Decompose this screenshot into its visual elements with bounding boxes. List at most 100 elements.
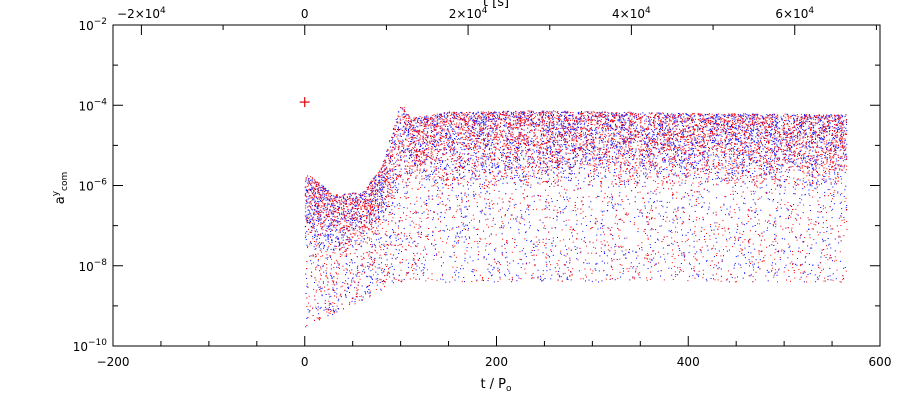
data-point <box>611 140 612 142</box>
data-point <box>340 296 342 298</box>
data-point <box>784 131 786 133</box>
data-point <box>359 218 361 220</box>
data-point <box>837 121 839 123</box>
data-point <box>830 279 832 281</box>
data-point <box>648 120 649 122</box>
data-point <box>565 153 567 155</box>
data-point <box>493 249 495 251</box>
data-point <box>830 257 832 259</box>
data-point <box>598 116 600 118</box>
data-point <box>825 180 827 182</box>
data-point <box>674 172 676 174</box>
data-point <box>777 139 779 141</box>
data-point <box>822 222 824 224</box>
data-point <box>771 166 773 168</box>
data-point <box>476 134 478 136</box>
data-point <box>604 170 606 172</box>
data-point <box>560 120 562 122</box>
data-point <box>688 126 690 128</box>
data-point <box>583 120 585 122</box>
data-point <box>495 129 497 131</box>
data-point <box>476 137 478 139</box>
data-point <box>516 274 518 276</box>
data-point <box>612 113 614 115</box>
data-point <box>520 164 521 166</box>
data-point <box>501 225 503 227</box>
data-point <box>796 158 798 160</box>
data-point <box>789 150 791 152</box>
data-point <box>805 132 807 134</box>
data-point <box>354 287 356 289</box>
data-point <box>382 163 384 165</box>
data-point <box>595 269 597 271</box>
data-point <box>314 192 316 194</box>
data-point <box>352 297 354 299</box>
data-point <box>755 210 757 212</box>
data-point <box>570 131 572 133</box>
data-point <box>459 164 461 166</box>
data-point <box>414 135 416 136</box>
data-point <box>518 131 520 133</box>
data-point <box>800 151 801 153</box>
data-point <box>385 240 387 242</box>
data-point <box>656 135 658 137</box>
data-point <box>670 134 672 136</box>
data-point <box>420 226 422 228</box>
data-point <box>376 233 378 235</box>
data-point <box>650 229 652 231</box>
data-point <box>735 184 736 186</box>
data-point <box>428 195 430 197</box>
data-point <box>358 194 360 196</box>
data-point <box>842 160 844 162</box>
data-point <box>841 142 843 144</box>
data-point <box>385 208 387 210</box>
data-point <box>659 117 660 119</box>
data-point <box>337 208 339 210</box>
data-point <box>506 256 508 258</box>
data-point <box>413 155 415 157</box>
data-point <box>793 114 795 116</box>
data-point <box>808 189 810 191</box>
data-point <box>684 182 686 184</box>
data-point <box>650 217 652 219</box>
data-point <box>768 161 770 163</box>
data-point <box>584 117 586 119</box>
data-point <box>540 121 542 123</box>
data-point <box>570 114 572 116</box>
data-point <box>774 233 776 235</box>
data-point <box>471 119 473 121</box>
data-point <box>776 274 778 276</box>
data-point <box>670 143 672 145</box>
data-point <box>733 116 735 118</box>
data-point <box>703 132 705 134</box>
data-point <box>471 174 473 176</box>
data-point <box>305 203 307 205</box>
data-point <box>427 156 429 157</box>
data-point <box>721 114 723 116</box>
data-point <box>576 247 578 249</box>
data-point <box>325 229 327 231</box>
data-point <box>788 218 789 220</box>
data-point <box>817 175 819 177</box>
data-point <box>679 271 681 273</box>
data-point <box>402 179 404 181</box>
data-point <box>681 173 683 175</box>
data-point <box>650 124 652 126</box>
data-point <box>739 164 741 165</box>
data-point <box>804 261 806 263</box>
data-point <box>687 159 689 161</box>
data-point <box>611 142 613 144</box>
data-point <box>593 157 595 159</box>
data-point <box>480 192 482 194</box>
data-point <box>600 157 602 159</box>
data-point <box>561 135 563 137</box>
data-point <box>769 173 770 175</box>
data-point <box>791 146 793 148</box>
data-point <box>364 191 366 193</box>
data-point <box>611 157 613 159</box>
data-point <box>443 115 445 117</box>
data-point <box>742 151 744 153</box>
data-point <box>550 146 552 148</box>
data-point <box>405 113 407 115</box>
data-point <box>369 292 371 294</box>
